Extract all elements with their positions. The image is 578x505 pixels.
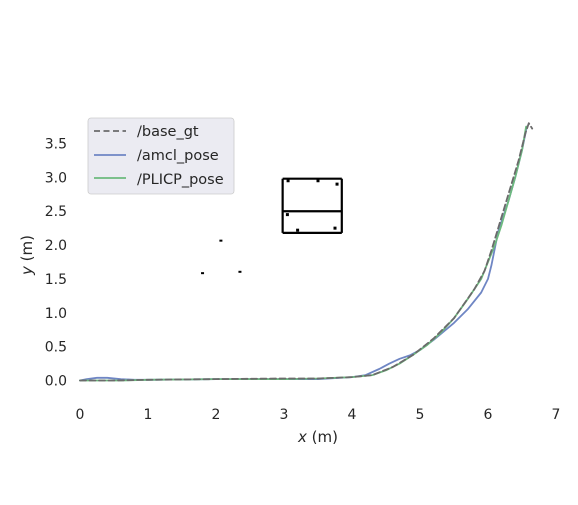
- plot-series: [79, 122, 534, 382]
- y-tick-label: 0.5: [45, 340, 67, 356]
- x-axis-label: x (m): [297, 428, 338, 446]
- map-speck: [201, 272, 205, 275]
- y-tick-label: 2.5: [45, 204, 67, 220]
- y-tick-label: 1.0: [45, 306, 67, 322]
- legend: /base_gt /amcl_pose /PLICP_pose: [87, 117, 235, 195]
- y-axis-label: y (m): [18, 235, 36, 276]
- x-tick-label: 4: [348, 407, 357, 423]
- map-speck: [285, 213, 289, 217]
- map-speck: [333, 226, 337, 230]
- map-speck: [286, 179, 290, 183]
- x-tick-label: 3: [280, 407, 289, 423]
- x-tick-label: 1: [144, 407, 153, 423]
- x-tick-label: 5: [416, 407, 425, 423]
- axes: 0 1 2 3 4 5 6 7 0.0 0.5 1.0 1.5 2.0 2.5 3.0 3.5: [45, 137, 561, 423]
- y-tick-label: 1.5: [45, 272, 67, 288]
- y-tick-label: 3.0: [45, 170, 67, 186]
- y-tick-label: 0.0: [45, 374, 67, 390]
- y-tick-label: 3.5: [45, 137, 67, 153]
- legend-frame: [87, 117, 235, 195]
- map-speck: [219, 239, 223, 242]
- map-speck: [238, 270, 242, 273]
- y-tick-label: 2.0: [45, 238, 67, 254]
- series-line-base-gt: [79, 122, 534, 382]
- occupancy-map: [201, 177, 343, 275]
- map-speck: [335, 182, 339, 186]
- legend-label-base-gt: /base_gt: [137, 124, 199, 140]
- map-speck: [296, 228, 300, 232]
- x-tick-label: 7: [552, 407, 561, 423]
- x-tick-label: 2: [212, 407, 221, 423]
- map-speck: [316, 179, 320, 183]
- x-tick-label: 0: [76, 407, 85, 423]
- legend-label-amcl-pose: /amcl_pose: [137, 148, 219, 164]
- x-tick-label: 6: [484, 407, 493, 423]
- legend-label-plicp-pose: /PLICP_pose: [137, 172, 224, 188]
